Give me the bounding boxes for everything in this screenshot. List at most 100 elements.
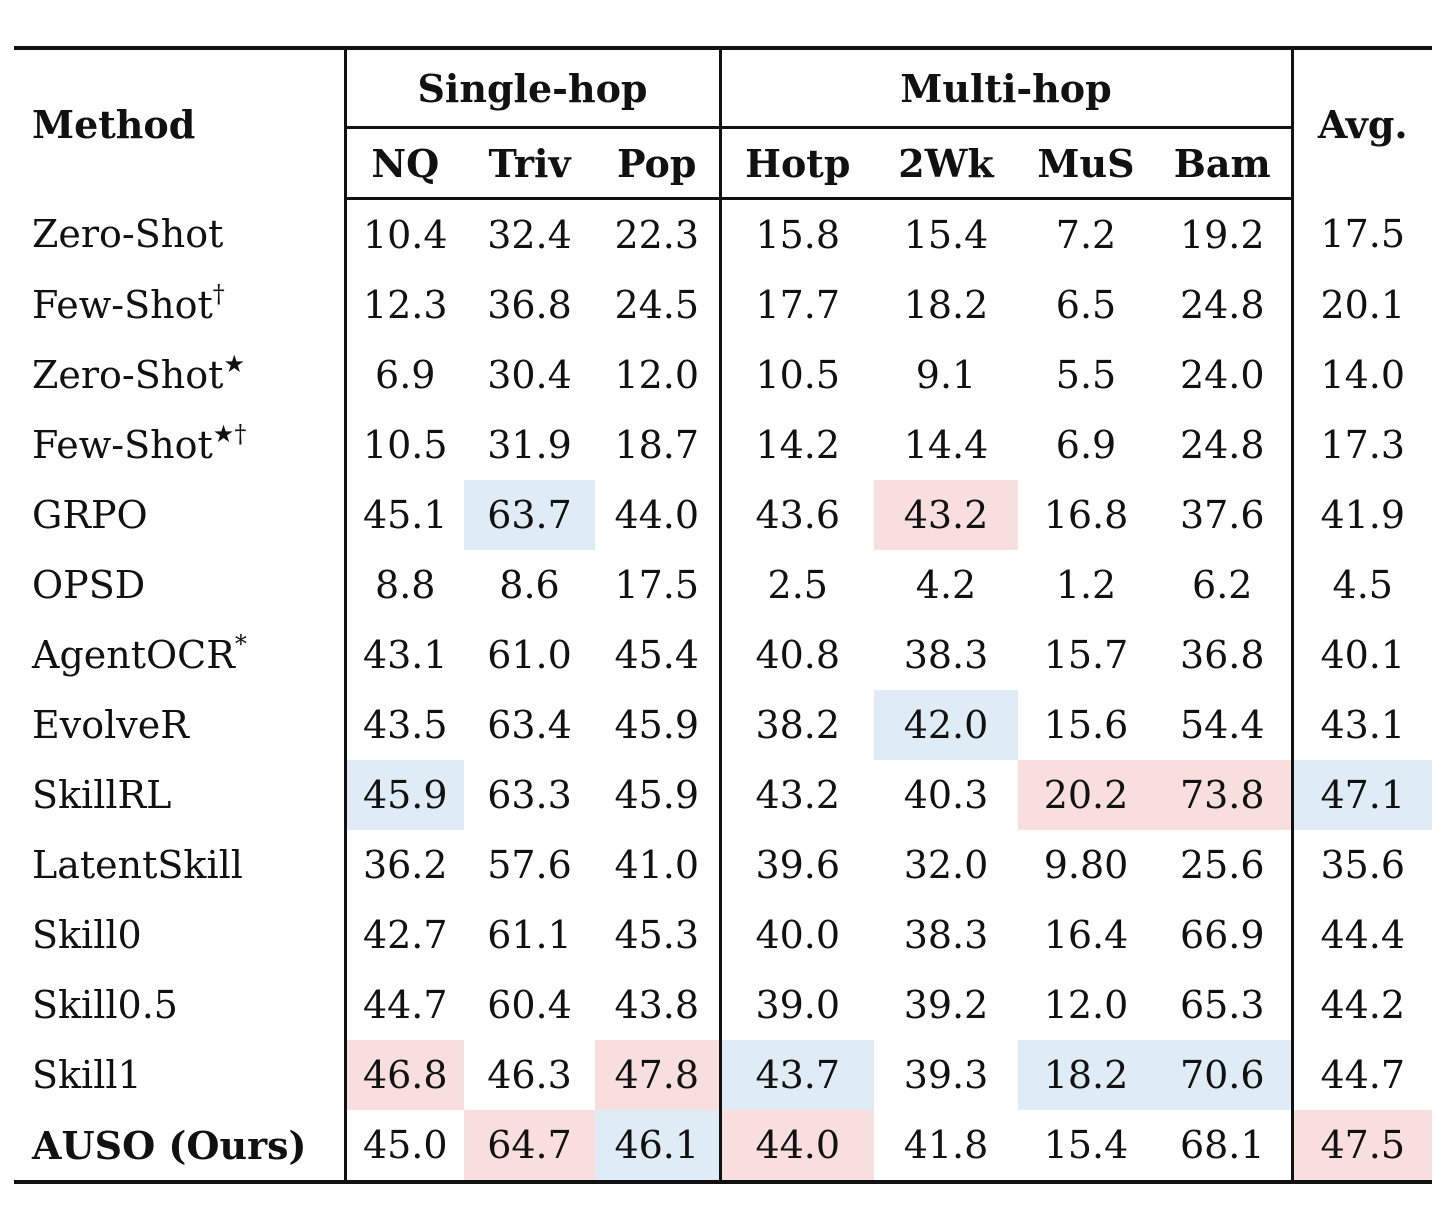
score-cell: 22.3 xyxy=(595,198,722,270)
score-cell: 10.5 xyxy=(362,423,448,467)
avg-value-cell: 47.5 xyxy=(1292,1110,1432,1184)
score-cell: 46.8 xyxy=(345,1040,464,1110)
score-cell: 61.0 xyxy=(487,633,572,677)
method-header: Method xyxy=(14,46,347,199)
score-cell: 68.1 xyxy=(1154,1110,1294,1184)
score-cell: 16.4 xyxy=(1043,913,1129,957)
score-cell: 43.8 xyxy=(595,970,722,1040)
avg-header: Avg. xyxy=(1292,46,1432,199)
method-name: AUSO (Ours) xyxy=(32,1122,307,1168)
method-name-cell: Skill0.5 xyxy=(14,970,347,1040)
method-name: GRPO xyxy=(32,493,148,537)
score-cell: 40.3 xyxy=(903,773,989,817)
score-cell: 40.0 xyxy=(755,913,841,957)
header-row-groups: Method Single-hop Multi-hop Avg. xyxy=(14,46,1432,199)
score-cell: 45.4 xyxy=(595,620,722,690)
method-name: EvolveR xyxy=(32,703,189,747)
score-cell: 44.7 xyxy=(362,983,448,1027)
method-name-cell: AgentOCR* xyxy=(14,620,347,690)
score-cell: 6.2 xyxy=(1154,550,1294,620)
score-cell: 15.8 xyxy=(755,213,841,257)
method-name: Few-Shot xyxy=(32,283,213,327)
score-cell: 32.0 xyxy=(903,843,989,887)
score-cell: 37.6 xyxy=(1154,480,1294,550)
score-cell: 24.8 xyxy=(1154,270,1294,340)
method-name-cell: Few-Shot★† xyxy=(14,410,347,480)
score-cell: 17.5 xyxy=(595,550,722,620)
avg-value-cell: 14.0 xyxy=(1320,353,1406,397)
method-name-cell: Zero-Shot xyxy=(14,198,347,270)
score-cell: 9.1 xyxy=(915,353,977,397)
method-name-cell: Skill0 xyxy=(14,900,347,970)
score-cell: 66.9 xyxy=(1154,900,1294,970)
score-cell: 43.2 xyxy=(755,773,841,817)
score-cell: 9.80 xyxy=(1043,843,1129,887)
avg-value-cell: 40.1 xyxy=(1320,633,1406,677)
method-footnote-marker: * xyxy=(234,630,247,658)
table-row: Skill1 46.8 46.3 47.8 43.7 39.3 18.2 70.6 44.7 xyxy=(14,1040,1432,1110)
method-name: Zero-Shot xyxy=(32,353,224,397)
score-cell: 18.7 xyxy=(595,410,722,480)
score-cell: 45.9 xyxy=(595,760,722,830)
score-cell: 10.4 xyxy=(362,213,448,257)
score-cell: 47.8 xyxy=(595,1040,722,1110)
avg-value-cell: 44.2 xyxy=(1320,983,1406,1027)
avg-value-cell: 43.1 xyxy=(1320,703,1406,747)
method-name: Skill0 xyxy=(32,913,142,957)
table-row: SkillRL 45.9 63.3 45.9 43.2 40.3 20.2 73.8 47.1 xyxy=(14,760,1432,830)
score-cell: 39.3 xyxy=(903,1053,989,1097)
column-header-2wk: 2Wk xyxy=(874,127,1018,200)
score-cell: 63.3 xyxy=(487,773,572,817)
score-cell: 36.2 xyxy=(362,843,448,887)
table-header: Method Single-hop Multi-hop Avg. NQ Triv… xyxy=(14,46,1432,200)
score-cell: 46.3 xyxy=(487,1053,572,1097)
table-row: Zero-Shot 10.4 32.4 22.3 15.8 15.4 7.2 19.2 17.5 xyxy=(14,198,1432,270)
avg-value-cell: 35.6 xyxy=(1320,843,1406,887)
avg-value-cell: 47.1 xyxy=(1292,760,1432,830)
method-name: Skill0.5 xyxy=(32,983,178,1027)
table-row: Skill0.5 44.7 60.4 43.8 39.0 39.2 12.0 65.3 44.2 xyxy=(14,970,1432,1040)
table-row: LatentSkill 36.2 57.6 41.0 39.6 32.0 9.80 25.6 3… xyxy=(14,830,1432,900)
column-header-triv: Triv xyxy=(464,127,595,200)
score-cell: 63.4 xyxy=(487,703,572,747)
method-footnote-marker: ★ xyxy=(223,350,245,378)
score-cell: 39.6 xyxy=(755,843,841,887)
method-name: AgentOCR xyxy=(32,633,235,677)
table-row: OPSD 8.8 8.6 17.5 2.5 4.2 1.2 6.2 4.5 xyxy=(14,550,1432,620)
score-cell: 16.8 xyxy=(1043,493,1129,537)
score-cell: 36.8 xyxy=(487,283,572,327)
score-cell: 18.2 xyxy=(1018,1040,1154,1110)
score-cell: 39.2 xyxy=(903,983,989,1027)
method-name: Few-Shot xyxy=(32,423,213,467)
score-cell: 45.1 xyxy=(362,493,448,537)
method-footnote-marker: † xyxy=(212,280,225,308)
score-cell: 61.1 xyxy=(487,913,572,957)
method-name-cell: OPSD xyxy=(14,550,347,620)
avg-value-cell: 44.4 xyxy=(1320,913,1406,957)
table-row: GRPO 45.1 63.7 44.0 43.6 43.2 16.8 37.6 41.9 xyxy=(14,480,1432,550)
score-cell: 31.9 xyxy=(487,423,572,467)
table-row: Few-Shot★† 10.5 31.9 18.7 14.2 14.4 6.9 24.8 17.… xyxy=(14,410,1432,480)
score-cell: 10.5 xyxy=(755,353,841,397)
score-cell: 63.7 xyxy=(464,480,595,550)
table-row: AgentOCR* 43.1 61.0 45.4 40.8 38.3 15.7 36.8 40.… xyxy=(14,620,1432,690)
score-cell: 45.0 xyxy=(345,1110,464,1184)
score-cell: 43.5 xyxy=(362,703,448,747)
score-cell: 24.0 xyxy=(1154,340,1294,410)
score-cell: 45.9 xyxy=(345,760,464,830)
method-name-cell: Zero-Shot★ xyxy=(14,340,347,410)
score-cell: 25.6 xyxy=(1154,830,1294,900)
score-cell: 45.3 xyxy=(595,900,722,970)
results-table-container: Method Single-hop Multi-hop Avg. NQ Triv… xyxy=(14,46,1432,1184)
score-cell: 43.1 xyxy=(362,633,448,677)
score-cell: 15.4 xyxy=(1018,1110,1154,1184)
score-cell: 8.6 xyxy=(499,563,560,607)
score-cell: 41.0 xyxy=(595,830,722,900)
score-cell: 12.0 xyxy=(1043,983,1129,1027)
score-cell: 70.6 xyxy=(1154,1040,1294,1110)
score-cell: 40.8 xyxy=(755,633,841,677)
score-cell: 38.2 xyxy=(755,703,841,747)
score-cell: 32.4 xyxy=(487,213,572,257)
method-name: LatentSkill xyxy=(32,843,243,887)
table-row: Zero-Shot★ 6.9 30.4 12.0 10.5 9.1 5.5 24.0 14.0 xyxy=(14,340,1432,410)
